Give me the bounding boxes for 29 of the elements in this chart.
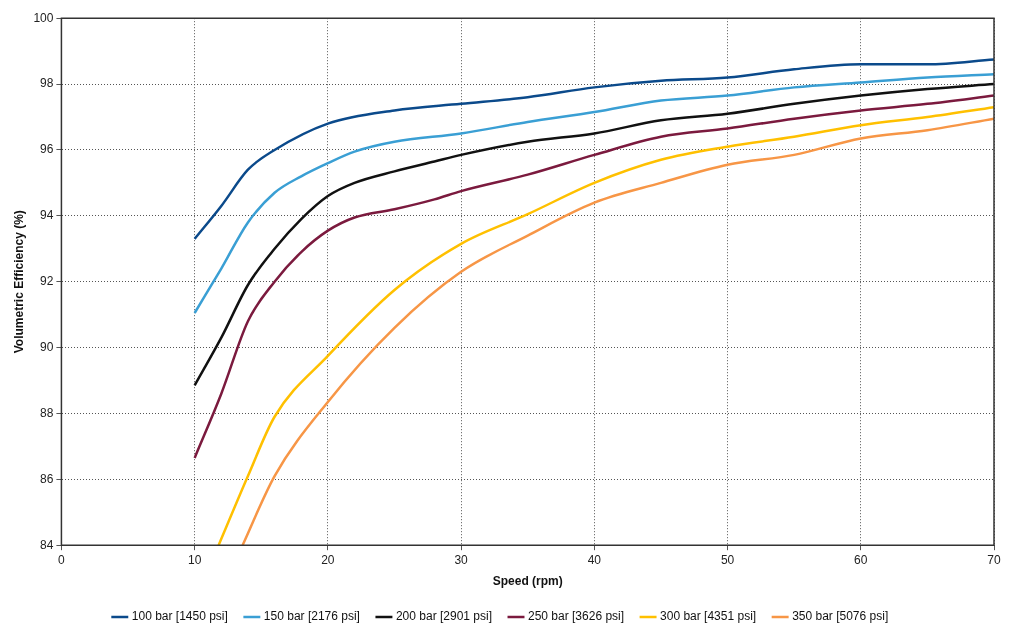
x-tick-label: 20 [321, 552, 335, 567]
legend-label: 100 bar [1450 psi] [131, 609, 228, 624]
legend-label: 350 bar [5076 psi] [792, 609, 889, 624]
legend-label: 250 bar [3626 psi] [528, 609, 625, 624]
y-tick-label: 88 [40, 405, 54, 420]
x-tick-label: 50 [720, 552, 735, 567]
x-tick-label: 30 [454, 552, 469, 567]
y-tick-label: 90 [40, 339, 54, 354]
line-series [193, 82, 994, 387]
y-tick-label: 98 [40, 76, 54, 91]
y-axis-title: Volumetric Efficiency (%) [11, 210, 26, 354]
y-tick-label: 94 [40, 208, 54, 223]
legend-label: 300 bar [4351 psi] [660, 609, 757, 624]
x-tick-label: 60 [854, 552, 868, 567]
x-tick-label: 40 [587, 552, 602, 567]
y-tick-label: 92 [40, 274, 54, 289]
line-series [193, 58, 994, 241]
x-tick-label: 0 [58, 552, 66, 567]
y-tick-label: 100 [33, 10, 54, 25]
line-series [193, 94, 994, 460]
x-axis-title: Speed (rpm) [492, 574, 563, 589]
y-tick-label: 86 [40, 471, 54, 486]
x-tick-label: 70 [987, 552, 1001, 567]
y-tick-label: 84 [40, 537, 54, 552]
legend-label: 150 bar [2176 psi] [263, 609, 360, 624]
x-tick-label: 10 [187, 552, 202, 567]
legend-label: 200 bar [2901 psi] [395, 609, 493, 624]
line-series [193, 72, 994, 315]
y-tick-label: 96 [40, 142, 54, 157]
